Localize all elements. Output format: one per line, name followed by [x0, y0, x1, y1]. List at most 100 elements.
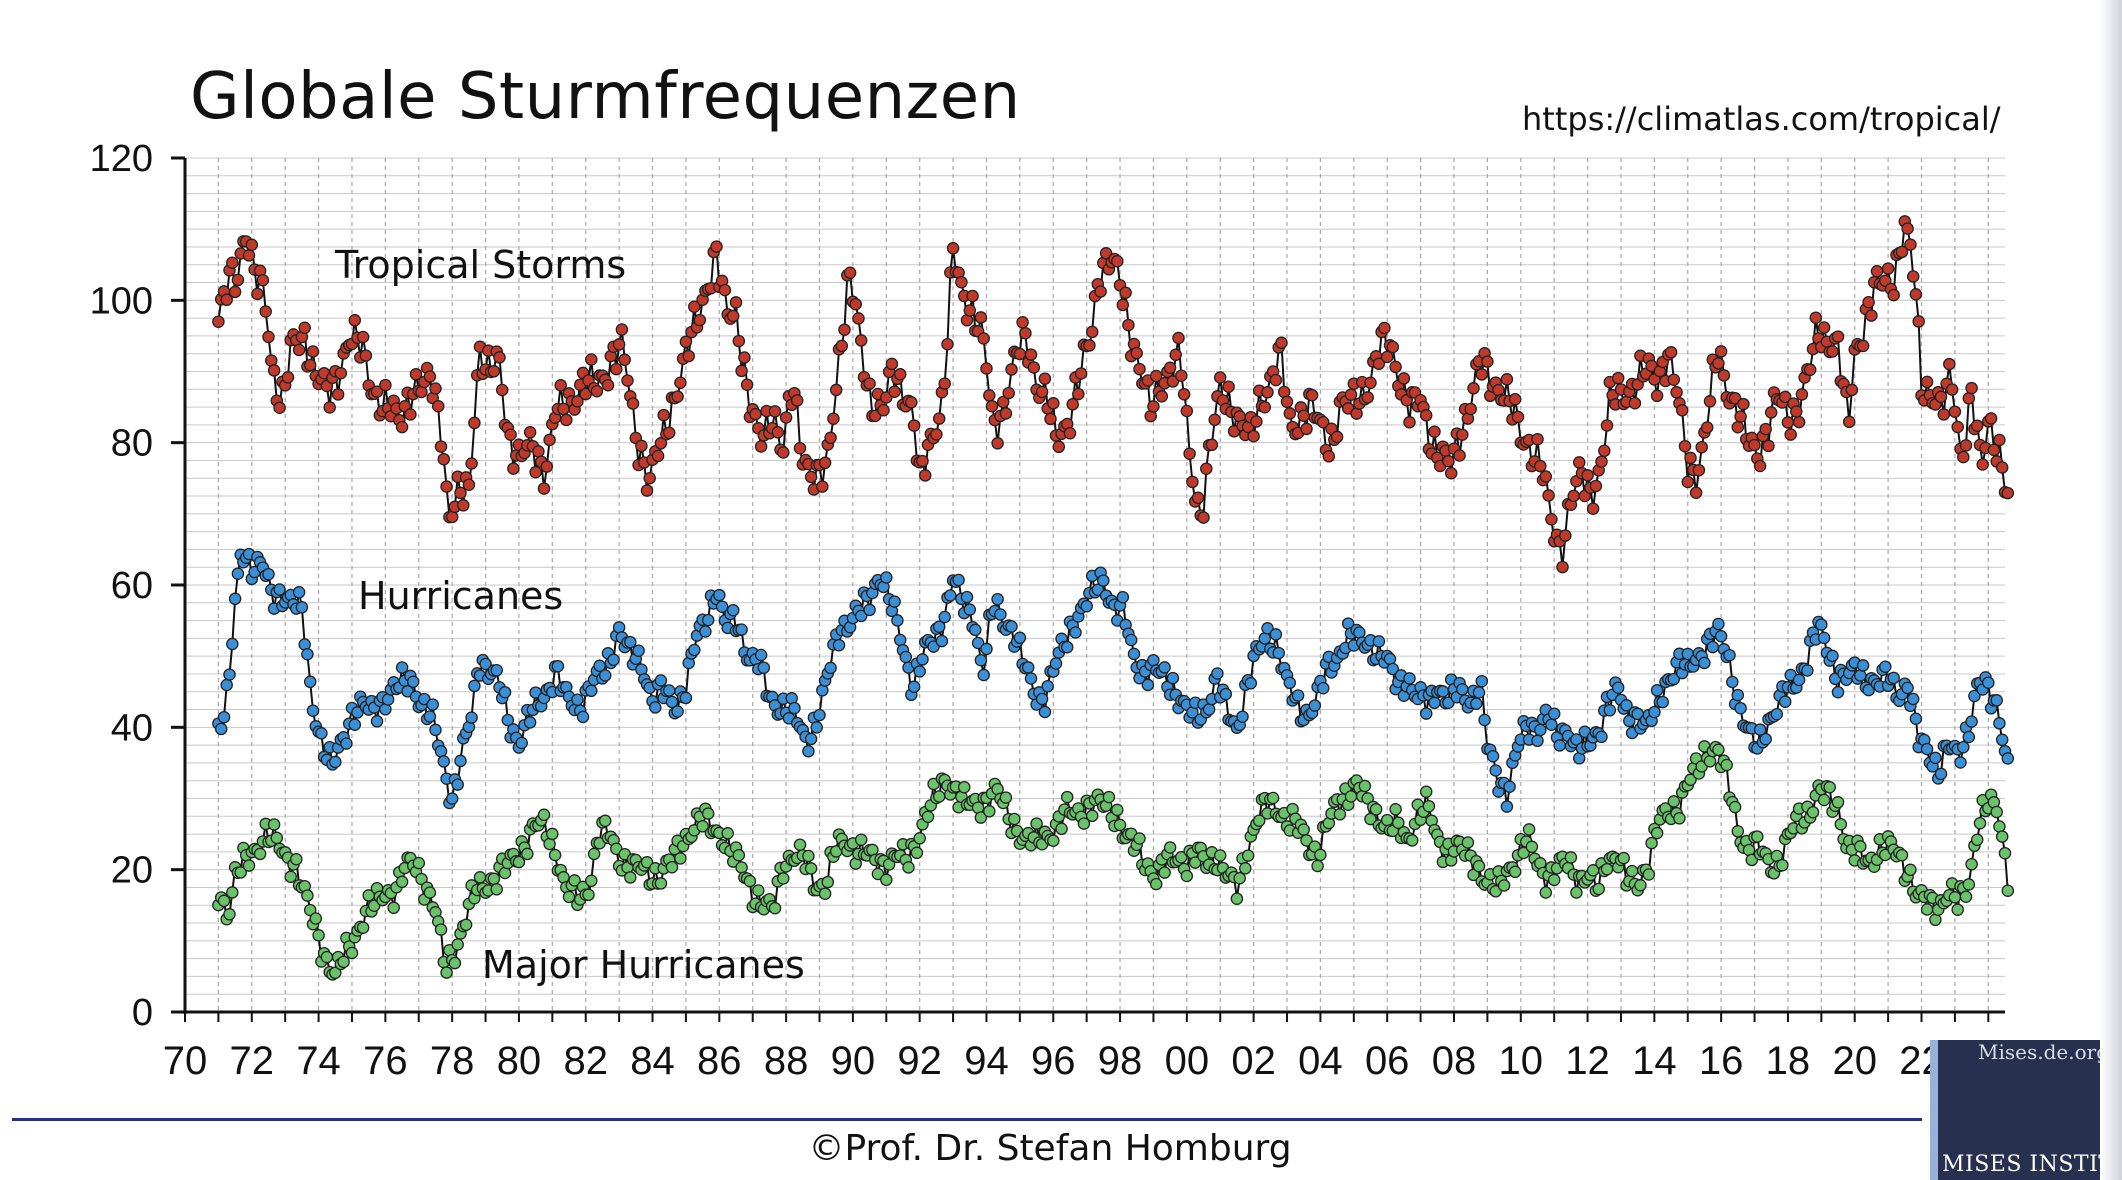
data-point [1815, 618, 1828, 631]
data-point [1645, 836, 1658, 850]
data-point [234, 866, 247, 879]
data-point [1322, 450, 1336, 463]
data-point [217, 710, 231, 724]
data-point [251, 287, 264, 301]
y-tick-label: 100 [90, 280, 153, 322]
data-point [1954, 756, 1967, 769]
data-point [1695, 440, 1708, 454]
data-point [1016, 316, 1029, 329]
data-point [1066, 398, 1079, 411]
data-point [431, 399, 445, 413]
data-point [1993, 433, 2006, 447]
data-point [1305, 388, 1319, 402]
data-point [445, 792, 459, 805]
data-point [1650, 826, 1664, 840]
data-point [735, 861, 748, 874]
x-tick-label: 88 [764, 1039, 809, 1083]
data-point [971, 636, 985, 650]
data-point [1995, 461, 2009, 474]
data-point [440, 966, 453, 979]
data-point [1929, 751, 1942, 765]
data-point [1453, 449, 1466, 462]
data-point [1405, 834, 1419, 847]
data-point [1962, 730, 1976, 744]
data-point [493, 351, 506, 364]
series-label: Hurricanes [358, 574, 563, 618]
data-point [899, 650, 913, 664]
data-point [1792, 673, 1806, 687]
data-point [1047, 397, 1060, 410]
data-point [612, 338, 626, 351]
data-point [726, 309, 740, 323]
data-point [1723, 648, 1736, 662]
data-point [905, 396, 918, 409]
data-point [768, 901, 782, 915]
y-tick-label: 20 [111, 850, 153, 892]
data-point [1060, 790, 1074, 804]
series-2 [212, 740, 2015, 981]
data-point [1951, 903, 1964, 916]
data-point [1547, 873, 1561, 887]
data-point [1035, 385, 1049, 399]
data-point [1008, 812, 1021, 826]
data-point [1080, 599, 1093, 613]
data-point [1444, 466, 1458, 480]
data-point [1013, 347, 1027, 361]
data-point [1539, 470, 1553, 483]
data-point [1372, 635, 1386, 648]
data-point [1074, 367, 1088, 380]
data-point [985, 399, 999, 413]
data-point [1817, 321, 1831, 334]
data-point [1236, 710, 1249, 723]
data-point [409, 368, 423, 381]
data-point [1776, 858, 1789, 872]
data-point [1261, 622, 1274, 635]
data-point [1380, 813, 1394, 827]
data-point [1570, 886, 1583, 899]
data-point [1186, 475, 1199, 489]
data-point [223, 668, 236, 681]
footer-credit: ©Prof. Dr. Stefan Homburg [808, 1128, 1292, 1169]
data-point [226, 256, 239, 269]
data-point [1113, 818, 1127, 832]
data-point [1013, 631, 1027, 645]
data-point [1250, 415, 1263, 428]
data-point [381, 693, 395, 706]
data-point [1790, 405, 1803, 418]
data-point [966, 289, 979, 303]
data-point [1534, 723, 1547, 737]
data-point [1403, 416, 1416, 429]
data-point [1834, 817, 1848, 831]
data-point [1962, 392, 1976, 405]
data-point [1456, 428, 1469, 441]
data-point [1191, 491, 1205, 505]
data-point [504, 428, 517, 441]
data-point [1091, 583, 1105, 597]
data-point [1553, 739, 1566, 752]
x-tick-label: 82 [563, 1039, 608, 1083]
data-point [662, 426, 676, 440]
data-point [1467, 868, 1480, 882]
data-point [543, 433, 556, 447]
data-point [1213, 849, 1227, 862]
data-point [434, 745, 448, 758]
data-point [370, 385, 384, 398]
data-point [1163, 361, 1177, 375]
data-point [1353, 626, 1366, 639]
data-point [521, 847, 534, 861]
x-tick-label: 76 [363, 1039, 408, 1083]
data-point [1700, 421, 1714, 434]
data-point [1901, 681, 1914, 695]
data-point [1002, 386, 1015, 400]
data-point [1205, 438, 1219, 452]
data-point [1531, 734, 1544, 748]
data-point [654, 877, 668, 890]
data-point [1361, 391, 1374, 404]
data-point [721, 827, 734, 840]
data-point [1603, 704, 1617, 717]
data-point [585, 684, 598, 698]
data-point [1712, 743, 1725, 757]
data-point [980, 642, 993, 656]
data-point [273, 401, 286, 414]
data-point [1539, 886, 1553, 899]
